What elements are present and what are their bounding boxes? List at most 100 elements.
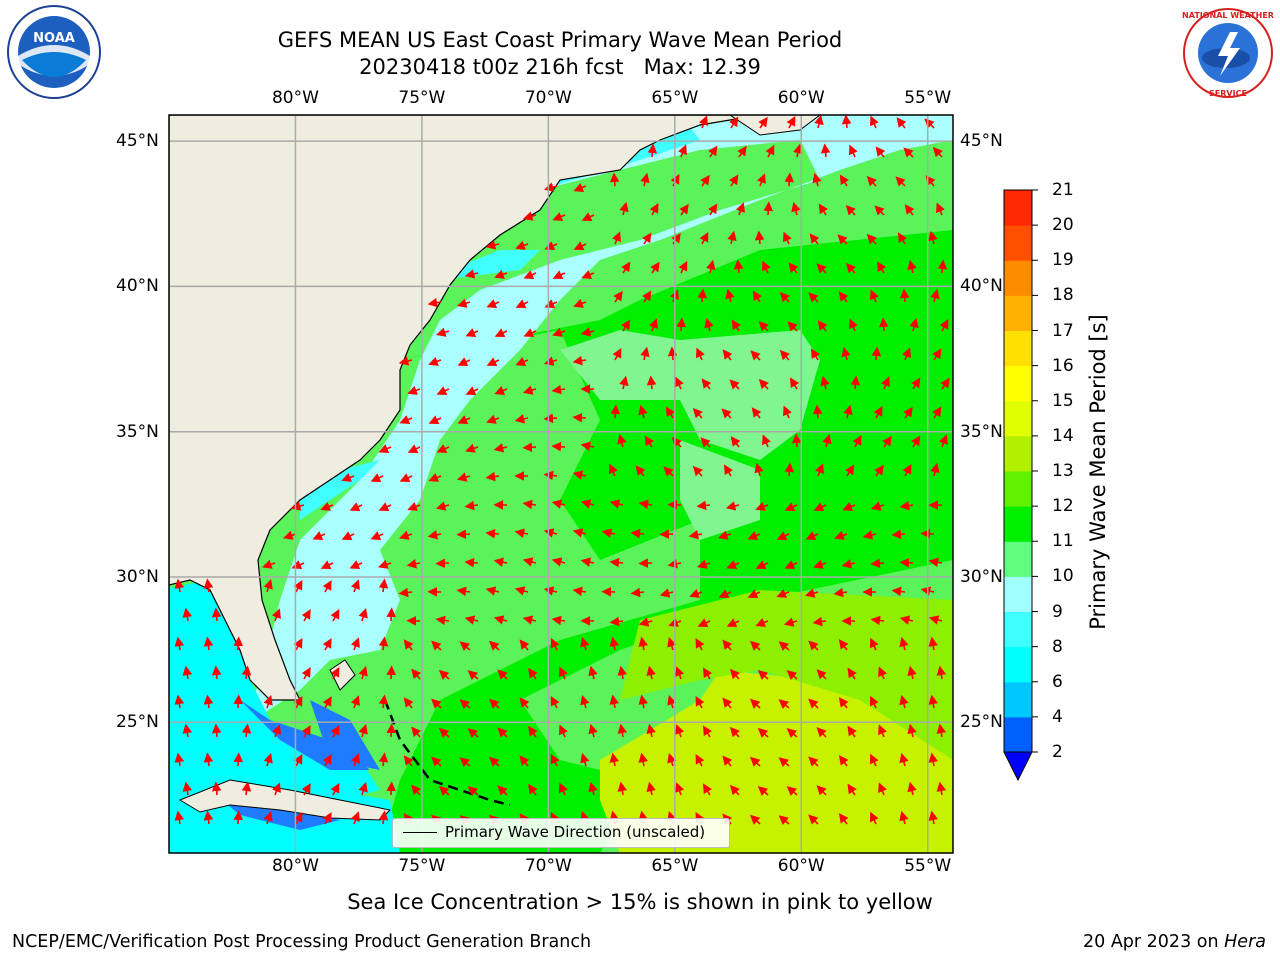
wave-arrow [493, 443, 508, 453]
wave-arrow [431, 698, 442, 709]
wave-arrow [263, 811, 273, 825]
wave-arrow [378, 636, 389, 651]
wave-arrow [881, 376, 890, 390]
wave-arrow [702, 783, 713, 796]
wave-arrow [837, 234, 848, 245]
wave-arrow [573, 241, 587, 251]
wave-arrow [871, 346, 882, 361]
wave-arrow [436, 444, 450, 453]
wave-arrow [182, 607, 193, 622]
wave-arrow [786, 728, 798, 739]
period-10-zone-mid [560, 330, 820, 460]
wave-arrow [617, 723, 628, 738]
wave-arrow [399, 473, 413, 483]
wave-arrow [609, 616, 624, 627]
wave-arrow [515, 357, 529, 366]
wave-arrow [523, 270, 537, 280]
wave-arrow [341, 472, 355, 482]
wave-arrow [667, 753, 677, 767]
lat-tick-label: 25°N [116, 712, 159, 733]
wave-arrow [869, 637, 879, 651]
wave-arrow [904, 204, 915, 216]
wave-arrow [838, 639, 849, 651]
lon-tick-label: 80°W [271, 88, 319, 108]
colorbar-segment [1004, 716, 1032, 753]
wave-arrow [322, 812, 332, 825]
wave-arrow [494, 269, 508, 279]
wave-arrow [936, 202, 945, 216]
wave-arrow [813, 559, 827, 569]
wave-arrow [847, 725, 857, 738]
wave-arrow [878, 724, 887, 738]
wave-arrow [722, 349, 733, 361]
wave-arrow [841, 115, 852, 129]
wave-arrow [581, 212, 595, 222]
wave-arrow [293, 695, 303, 709]
wave-arrow [493, 615, 508, 625]
wave-arrow [431, 640, 442, 651]
wave-arrow [233, 810, 244, 825]
wave-arrow [896, 117, 907, 129]
wave-arrow [497, 785, 508, 796]
wave-arrow [386, 781, 397, 796]
wave-arrow [808, 814, 819, 825]
wave-arrow [572, 586, 587, 597]
wave-arrow [903, 406, 913, 419]
wave-arrow [263, 695, 273, 709]
lat-tick-label: 45°N [116, 131, 159, 152]
wave-arrow [573, 298, 587, 308]
wave-arrow [543, 182, 558, 192]
wave-arrow [776, 589, 790, 598]
wave-arrow [271, 724, 281, 738]
wave-arrow [695, 347, 705, 361]
wave-arrow [845, 464, 855, 477]
wave-arrow [726, 560, 740, 569]
wave-arrow [814, 115, 824, 129]
wave-arrow [580, 557, 595, 567]
wave-arrow [733, 259, 744, 274]
wave-arrow [784, 172, 795, 187]
wave-arrow [909, 317, 919, 332]
colorbar-tick-label: 20 [1052, 215, 1074, 236]
lon-tick-label: 80°W [271, 856, 319, 876]
wave-arrow [580, 499, 595, 509]
wave-arrow [630, 587, 645, 598]
wave-arrow [695, 753, 705, 767]
wave-arrow [386, 723, 397, 738]
colorbar-segment [1004, 190, 1032, 226]
wave-arrow [550, 695, 560, 709]
wave-arrow [493, 557, 508, 567]
wave-arrow [619, 375, 629, 390]
wave-arrow [358, 608, 368, 622]
wave-arrow [847, 783, 857, 796]
wave-arrow [350, 579, 360, 593]
sea-ice-note: Sea Ice Concentration > 15% is shown in … [347, 890, 933, 914]
wave-arrow [696, 500, 711, 511]
wave-arrow [403, 697, 414, 709]
wave-arrow [932, 348, 942, 361]
wave-arrow [667, 695, 677, 709]
wave-arrow [572, 470, 587, 480]
wave-arrow [849, 318, 858, 332]
wave-arrow [862, 530, 877, 540]
wave-arrow [552, 212, 566, 221]
wave-arrow [644, 435, 654, 448]
wave-arrow [723, 464, 734, 477]
wave-arrow [838, 755, 849, 767]
colorbar-segment [1004, 611, 1032, 648]
wave-arrow [869, 811, 879, 825]
wave-arrow [841, 346, 851, 361]
wave-arrow [815, 463, 824, 477]
colorbar-tick-label: 6 [1052, 671, 1063, 692]
svg-text:SERVICE: SERVICE [1209, 89, 1247, 98]
wave-arrow [763, 201, 774, 216]
wave-arrow [838, 291, 849, 303]
wave-arrow [638, 752, 648, 767]
wave-arrow [899, 752, 909, 767]
wave-arrow [675, 724, 685, 738]
wave-arrow [878, 782, 887, 796]
wave-arrow [692, 407, 703, 419]
wave-arrow [271, 608, 281, 622]
wave-arrow [776, 531, 790, 541]
wave-arrow [737, 145, 747, 158]
